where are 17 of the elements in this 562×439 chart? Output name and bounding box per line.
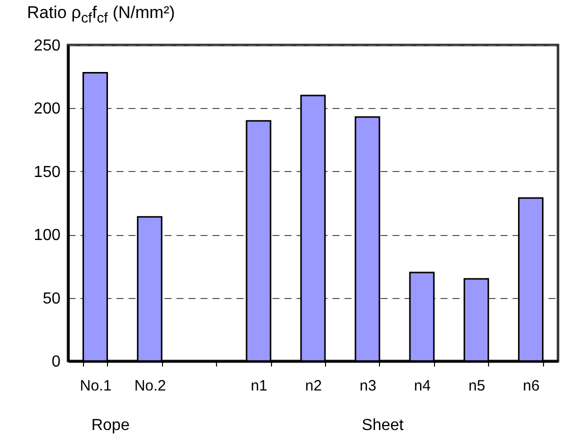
text: Sheet	[362, 417, 404, 434]
x-tick-label: n6	[522, 378, 540, 394]
y-tick-label: 200	[34, 100, 61, 118]
x-tick-label: n1	[250, 378, 268, 394]
x-tick-label: n2	[305, 378, 322, 394]
y-tick-label: 0	[52, 354, 61, 370]
y-tick-label: 50	[42, 290, 61, 308]
x-tick-label: n4	[414, 378, 431, 394]
text: Rope	[91, 417, 130, 434]
y-tick-label: 150	[34, 164, 61, 181]
y-axis-title: Ratio ρ$_{cf}$f$_{cf}$ (N/mm²)	[27, 3, 175, 26]
x-tick-label: No.2	[134, 378, 166, 394]
x-tick-label: n3	[360, 378, 376, 394]
y-tick-label: 250	[34, 38, 61, 54]
x-tick-label: No.1	[80, 378, 112, 394]
y-tick-label: 100	[34, 227, 61, 244]
x-tick-label: n5	[468, 378, 486, 394]
